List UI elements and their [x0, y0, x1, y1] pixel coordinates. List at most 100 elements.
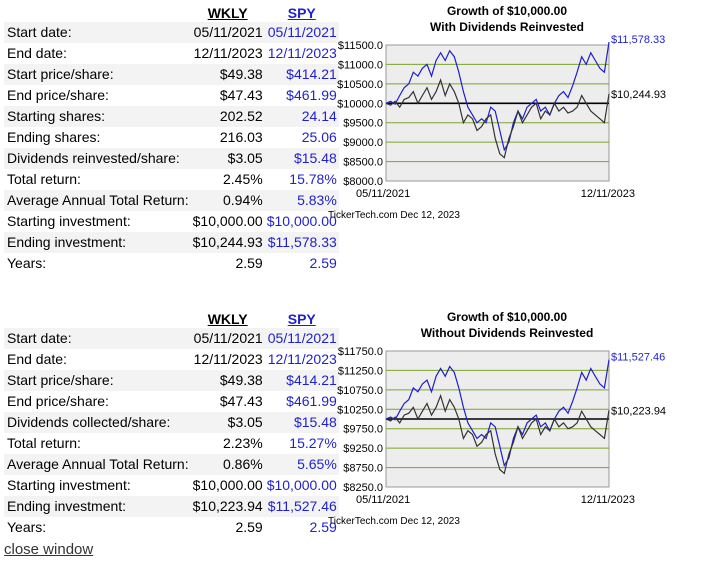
chart-title: Growth of $10,000.00	[447, 4, 567, 18]
close-window-link[interactable]: close window	[4, 541, 94, 558]
wkly-value: 2.23%	[223, 435, 263, 451]
wkly-value: $47.43	[219, 87, 263, 103]
spy-header-link[interactable]: SPY	[287, 311, 316, 327]
series-line-0	[385, 359, 610, 468]
wkly-value: $10,000.00	[192, 213, 263, 229]
row-label: Start price/share:	[4, 370, 191, 391]
wkly-value: $10,244.93	[190, 232, 265, 253]
row-label: End date:	[7, 45, 67, 61]
y-tick-label: $8250.0	[343, 482, 383, 494]
table-row: Total return: 2.23% 15.27%	[4, 433, 339, 454]
table-row: Years: 2.59 2.59	[4, 253, 339, 274]
table-row: Starting investment: $10,000.00 $10,000.00	[4, 475, 339, 496]
y-tick-label: $11000.0	[338, 59, 383, 71]
chart-footer: TickerTech.com Dec 12, 2023	[328, 516, 460, 527]
spy-header-link[interactable]: SPY	[287, 5, 316, 21]
table-row: Total return: 2.45% 15.78%	[4, 169, 339, 190]
table-row: Average Annual Total Return: 0.86% 5.65%	[4, 454, 339, 475]
spy-value: $11,578.33	[264, 232, 339, 253]
growth-chart-not-reinvested: Growth of $10,000.00 Without Dividends Re…	[328, 310, 666, 527]
spy-value: $10,000.00	[266, 477, 337, 493]
plot-area	[385, 44, 610, 182]
table-row: Start date: 05/11/2021 05/11/2021	[4, 328, 339, 349]
table-row: Start price/share: $49.38 $414.21	[4, 64, 339, 85]
table-row: Ending shares: 216.03 25.06	[4, 127, 339, 148]
stats-table-1: WKLY SPY Start date: 05/11/2021 05/11/2021…	[4, 4, 339, 274]
row-label: Start date:	[4, 328, 191, 349]
spy-value: $11,527.46	[264, 496, 339, 517]
table-header-row: WKLY SPY	[4, 310, 339, 328]
chart-footer: TickerTech.com Dec 12, 2023	[328, 210, 460, 221]
wkly-value: 0.86%	[190, 454, 265, 475]
spy-value: 5.65%	[264, 454, 339, 475]
y-tick-label: $8500.0	[343, 157, 383, 169]
y-tick-label: $10000.0	[337, 98, 383, 110]
table-row: End date: 12/11/2023 12/11/2023	[4, 43, 339, 64]
series-end-label: $10,223.94	[611, 405, 666, 417]
y-tick-label: $9250.0	[343, 443, 383, 455]
row-label: End date:	[7, 351, 67, 367]
y-tick-label: $9750.0	[343, 424, 383, 436]
y-tick-label: $8000.0	[343, 176, 383, 188]
x-start-label: 05/11/2021	[356, 494, 410, 506]
spy-value: 05/11/2021	[264, 22, 339, 43]
row-label: Start date:	[4, 22, 191, 43]
chart-subtitle: Without Dividends Reinvested	[421, 326, 594, 340]
table-row: Average Annual Total Return: 0.94% 5.83%	[4, 190, 339, 211]
table-row: End price/share: $47.43 $461.99	[4, 85, 339, 106]
series-end-label: $10,244.93	[611, 89, 666, 101]
table-row: Dividends reinvested/share: $3.05 $15.48	[4, 148, 339, 169]
row-label: Dividends collected/share:	[4, 412, 191, 433]
wkly-header-link[interactable]: WKLY	[207, 5, 248, 21]
table-header-row: WKLY SPY	[4, 4, 339, 22]
y-tick-label: $8750.0	[343, 463, 383, 475]
row-label: Average Annual Total Return:	[4, 454, 191, 475]
spy-value: 2.59	[309, 519, 337, 535]
chart-subtitle: With Dividends Reinvested	[430, 20, 584, 34]
series-end-label: $11,527.46	[611, 352, 665, 364]
spy-value: $15.48	[264, 148, 339, 169]
spy-value: 24.14	[264, 106, 339, 127]
wkly-value: $3.05	[190, 412, 265, 433]
wkly-header-link[interactable]: WKLY	[207, 311, 248, 327]
wkly-value: 2.59	[235, 519, 263, 535]
row-label: Ending shares:	[7, 129, 101, 145]
wkly-value: 202.52	[190, 106, 265, 127]
x-start-label: 05/11/2021	[356, 188, 410, 200]
table-row: End price/share: $47.43 $461.99	[4, 391, 339, 412]
wkly-value: 216.03	[219, 129, 263, 145]
spy-value: $461.99	[286, 393, 337, 409]
stats-table-2: WKLY SPY Start date: 05/11/2021 05/11/2021…	[4, 310, 339, 538]
spy-value: $414.21	[264, 370, 339, 391]
wkly-value: 2.45%	[223, 171, 263, 187]
row-label: Starting investment:	[7, 213, 131, 229]
growth-chart-reinvested: Growth of $10,000.00 With Dividends Reinv…	[328, 4, 666, 221]
spy-value: 12/11/2023	[267, 351, 337, 367]
spy-value: 05/11/2021	[264, 328, 339, 349]
spy-value: 15.27%	[289, 435, 337, 451]
y-tick-label: $10250.0	[337, 404, 383, 416]
table-row: End date: 12/11/2023 12/11/2023	[4, 349, 339, 370]
row-label: Years:	[7, 255, 47, 271]
spy-value: 12/11/2023	[267, 45, 337, 61]
y-tick-label: $11750.0	[338, 346, 383, 358]
spy-value: $414.21	[264, 64, 339, 85]
spy-value: 2.59	[309, 255, 337, 271]
wkly-value: 2.59	[235, 255, 263, 271]
table-row: Ending investment: $10,244.93 $11,578.33	[4, 232, 339, 253]
table-row: Starting investment: $10,000.00 $10,000.00	[4, 211, 339, 232]
wkly-value: $3.05	[190, 148, 265, 169]
wkly-value: $10,223.94	[190, 496, 265, 517]
row-label: Ending investment:	[4, 232, 191, 253]
table-row: Starting shares: 202.52 24.14	[4, 106, 339, 127]
table-row: Years: 2.59 2.59	[4, 517, 339, 538]
spy-value: 5.83%	[264, 190, 339, 211]
x-end-label: 12/11/2023	[581, 188, 635, 200]
table-row: Ending investment: $10,223.94 $11,527.46	[4, 496, 339, 517]
y-tick-label: $9500.0	[343, 118, 383, 130]
row-label: Total return:	[7, 171, 81, 187]
wkly-value: 12/11/2023	[193, 45, 263, 61]
y-tick-label: $9000.0	[343, 137, 383, 149]
wkly-value: $49.38	[190, 370, 265, 391]
row-label: Starting investment:	[7, 477, 131, 493]
